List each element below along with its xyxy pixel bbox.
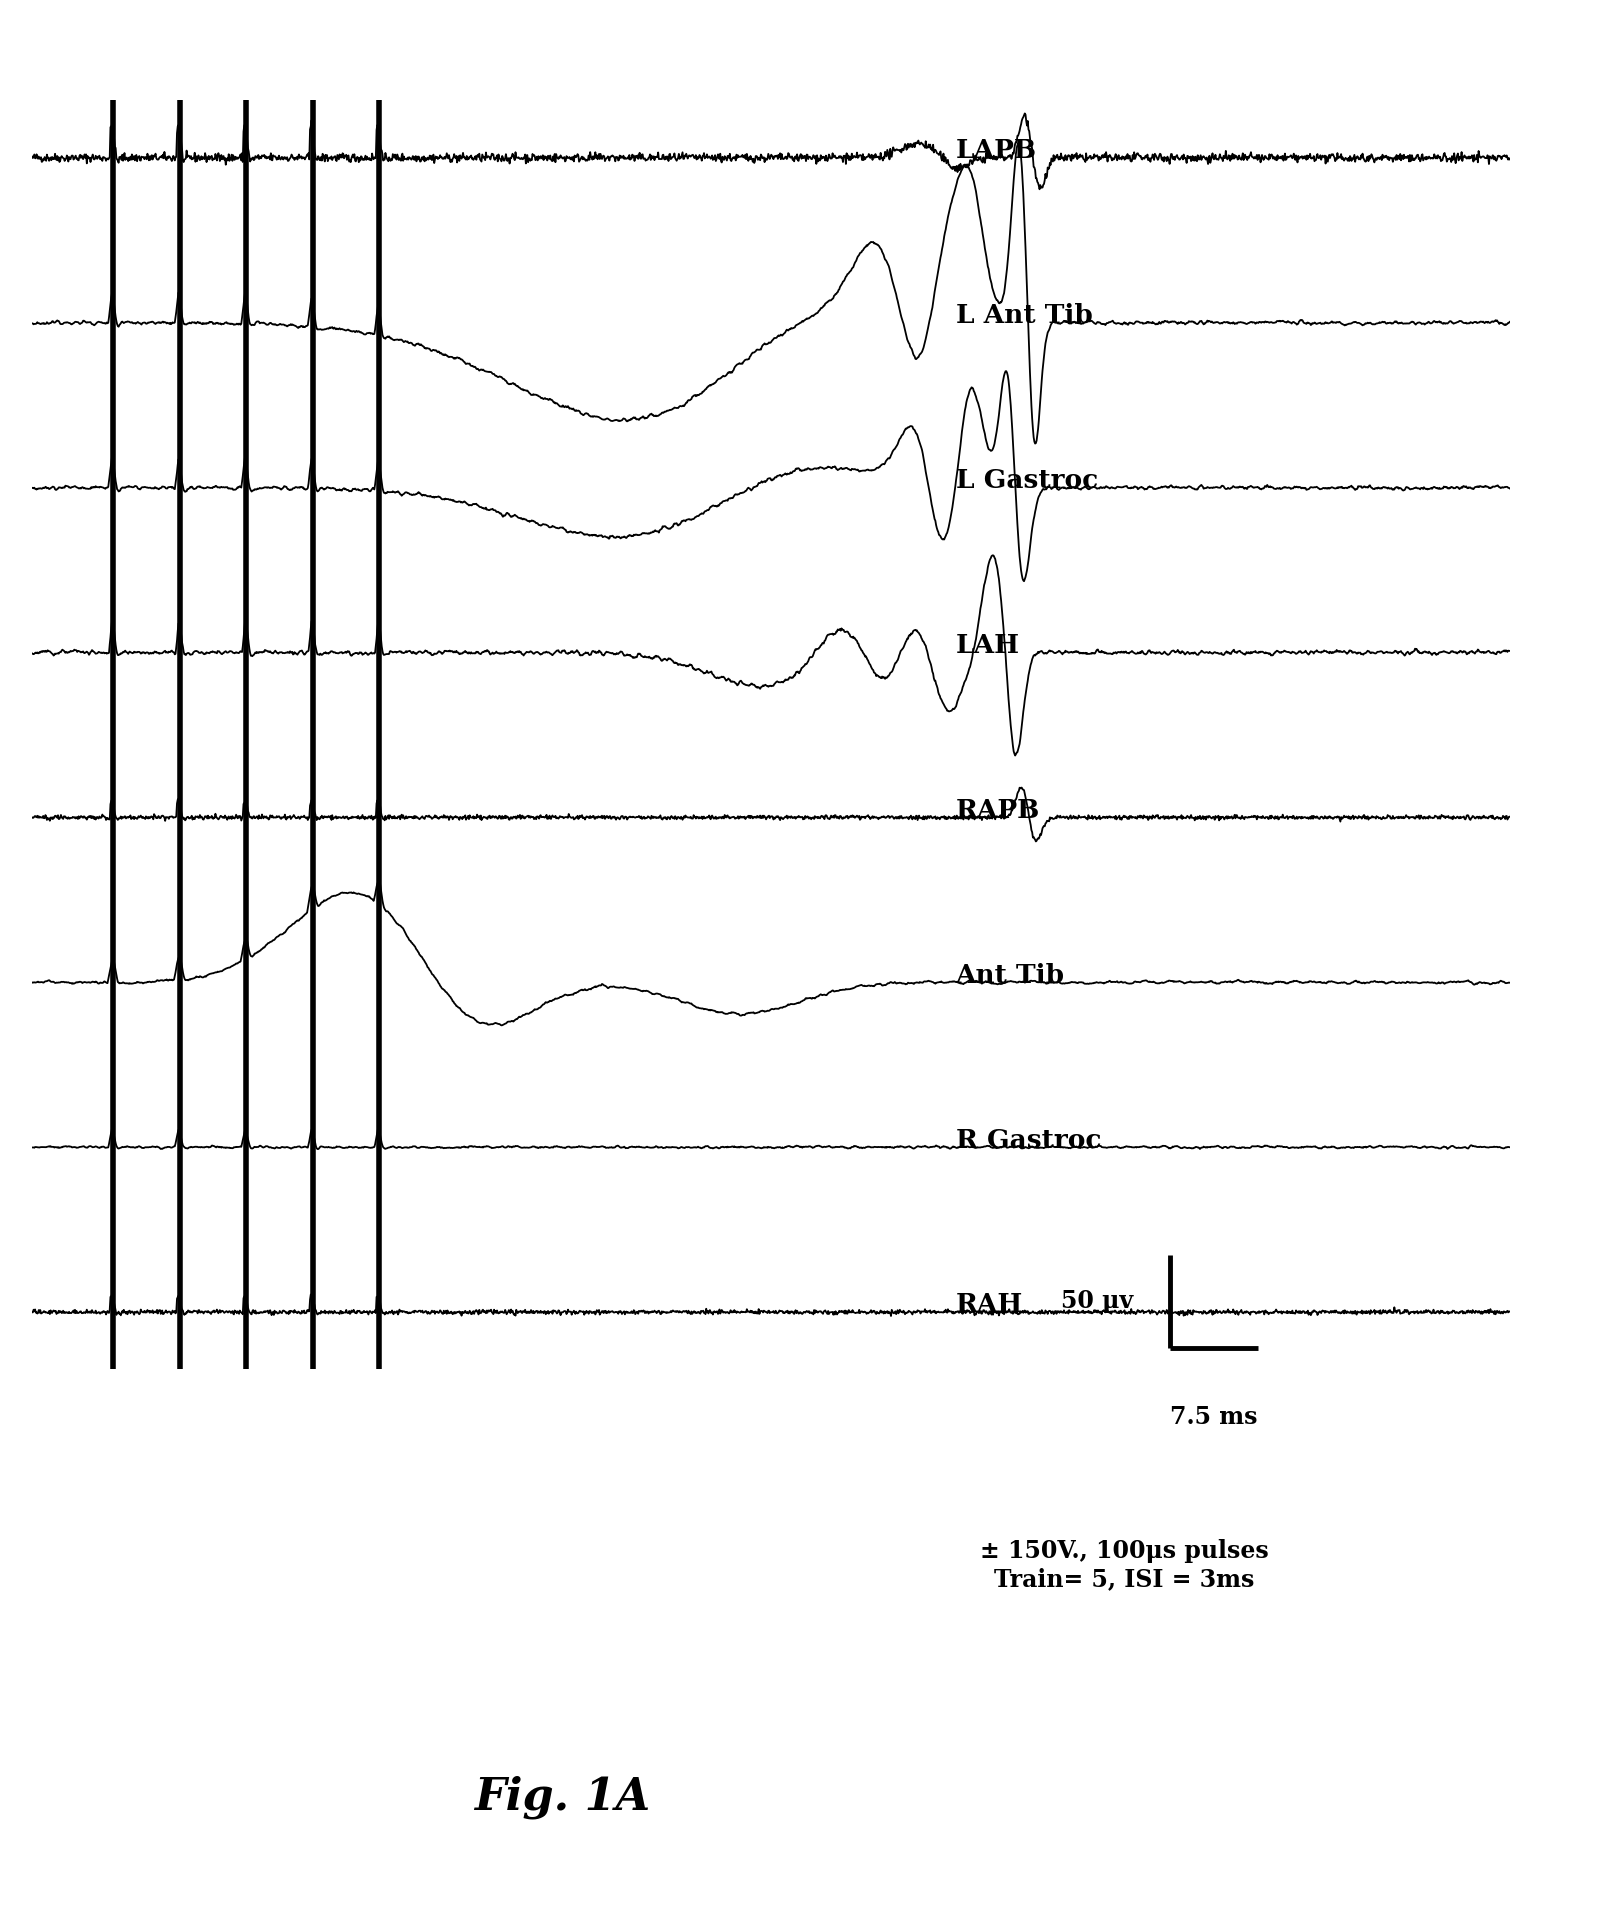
Text: LAPB: LAPB [955,138,1037,163]
Text: Ant Tib: Ant Tib [955,962,1064,989]
Text: 50 μv: 50 μv [1059,1289,1132,1314]
Text: 7.5 ms: 7.5 ms [1170,1405,1257,1430]
Text: L Gastroc: L Gastroc [955,468,1098,493]
Text: RAPB: RAPB [955,797,1040,822]
Text: ± 150V., 100μs pulses
Train= 5, ISI = 3ms: ± 150V., 100μs pulses Train= 5, ISI = 3m… [979,1539,1268,1591]
Text: RAH: RAH [955,1293,1022,1317]
Text: L Ant Tib: L Ant Tib [955,302,1091,329]
Text: R Gastroc: R Gastroc [955,1128,1101,1153]
Text: Fig. 1A: Fig. 1A [473,1776,650,1818]
Text: LAH: LAH [955,633,1019,658]
